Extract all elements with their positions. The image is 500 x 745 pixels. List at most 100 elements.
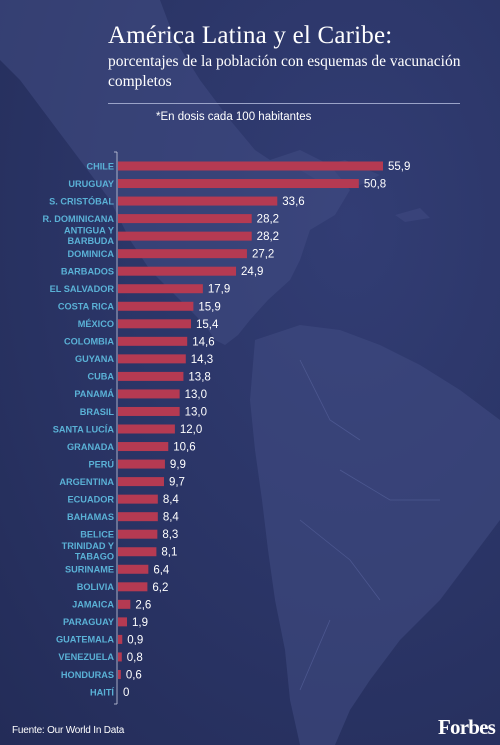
value-label: 24,9 [241,266,263,278]
value-label: 2,6 [135,599,151,611]
category-label: SURINAME [65,565,114,575]
bar [118,231,252,241]
bar [118,424,175,434]
bar [118,582,148,592]
value-label: 9,7 [169,477,185,489]
value-label: 13,0 [185,389,207,401]
category-label: BELICE [80,530,114,540]
value-label: 50,8 [364,179,386,191]
category-label: JAMAICA [72,600,114,610]
bar [118,371,184,381]
category-label: R. DOMINICANA [43,214,115,224]
category-label: CUBA [87,372,114,382]
bar [118,634,123,644]
bar [118,389,180,399]
category-label: VENEZUELA [58,652,114,662]
value-label: 0,9 [127,634,143,646]
value-label: 15,9 [198,301,220,313]
category-label: DOMINICA [68,249,115,259]
value-label: 1,9 [132,617,148,629]
value-label: 14,6 [192,336,214,348]
bar [118,301,194,311]
value-label: 28,2 [257,214,279,226]
category-label: COSTA RICA [58,302,115,312]
category-label: S. CRISTÓBAL [49,195,114,206]
value-label: 17,9 [208,284,230,296]
bar [118,196,278,206]
bar [118,266,237,276]
bar [118,617,128,627]
bar [118,179,359,189]
value-label: 0,6 [126,669,142,681]
category-label: TRINIDAD Y TABAGO [62,541,114,562]
category-label: HONDURAS [61,670,114,680]
value-label: 8,4 [163,512,180,524]
category-label: PERÚ [88,458,114,469]
category-label: URUGUAY [68,179,114,189]
value-label: 27,2 [252,249,274,261]
value-label: 0 [123,687,129,699]
bar [118,319,192,329]
value-label: 6,2 [152,582,168,594]
category-label: EL SALVADOR [50,284,115,294]
bar [118,284,203,294]
bar [118,442,169,452]
category-label: GUYANA [75,354,114,364]
value-label: 15,4 [196,319,219,331]
value-label: 6,4 [153,564,170,576]
bar [118,161,383,171]
category-label: GRANADA [67,442,114,452]
bar [118,669,121,679]
category-label: PANAMÁ [74,388,114,399]
category-label: BARBADOS [61,267,114,277]
category-label: COLOMBIA [64,337,114,347]
bar [118,477,164,487]
chart-title: América Latina y el Caribe: [108,22,393,49]
bar [118,214,252,224]
value-label: 13,0 [185,406,207,418]
bar [118,529,158,539]
forbes-logo: Forbes [438,715,496,739]
value-label: 0,8 [127,652,143,664]
category-label: CHILE [86,161,114,171]
bar [118,406,180,416]
bar [118,249,247,259]
category-label: ECUADOR [68,494,115,504]
bar [118,354,186,364]
bar [118,512,158,522]
category-label: ANTIGUA Y BARBUDA [64,226,114,247]
value-label: 14,3 [191,354,213,366]
title-divider [108,103,460,104]
value-label: 10,6 [173,442,195,454]
value-label: 8,1 [161,547,177,559]
value-label: 28,2 [257,231,279,243]
value-label: 12,0 [180,424,202,436]
category-label: SANTA LUCÍA [53,423,115,434]
category-label: BRASIL [80,407,115,417]
bar [118,459,165,469]
bar [118,652,122,662]
bar [118,547,157,557]
category-label: GUATEMALA [56,635,114,645]
category-label: MÉXICO [78,318,114,329]
chart-subtitle: porcentajes de la población con esquemas… [108,53,461,90]
source-note: Fuente: Our World In Data [12,725,125,736]
value-label: 9,9 [170,459,186,471]
value-label: 8,4 [163,494,180,506]
category-label: BOLIVIA [77,582,115,592]
category-label: HAITÍ [90,686,114,697]
value-label: 55,9 [388,161,410,173]
bar [118,494,158,504]
value-label: 8,3 [162,529,178,541]
value-label: 33,6 [282,196,304,208]
bar [118,564,149,574]
category-label: ARGENTINA [59,477,114,487]
category-label: BAHAMAS [67,512,114,522]
bar [118,599,131,609]
bar [118,336,188,346]
category-label: PARAGUAY [63,617,114,627]
value-label: 13,8 [188,371,210,383]
